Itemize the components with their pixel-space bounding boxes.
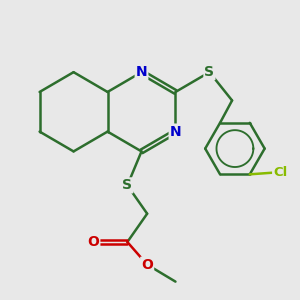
Text: O: O xyxy=(87,235,99,249)
Text: Cl: Cl xyxy=(273,166,287,179)
Text: S: S xyxy=(204,65,214,79)
Text: N: N xyxy=(136,65,147,79)
Text: N: N xyxy=(170,124,181,139)
Text: O: O xyxy=(141,258,153,272)
Text: S: S xyxy=(122,178,132,192)
